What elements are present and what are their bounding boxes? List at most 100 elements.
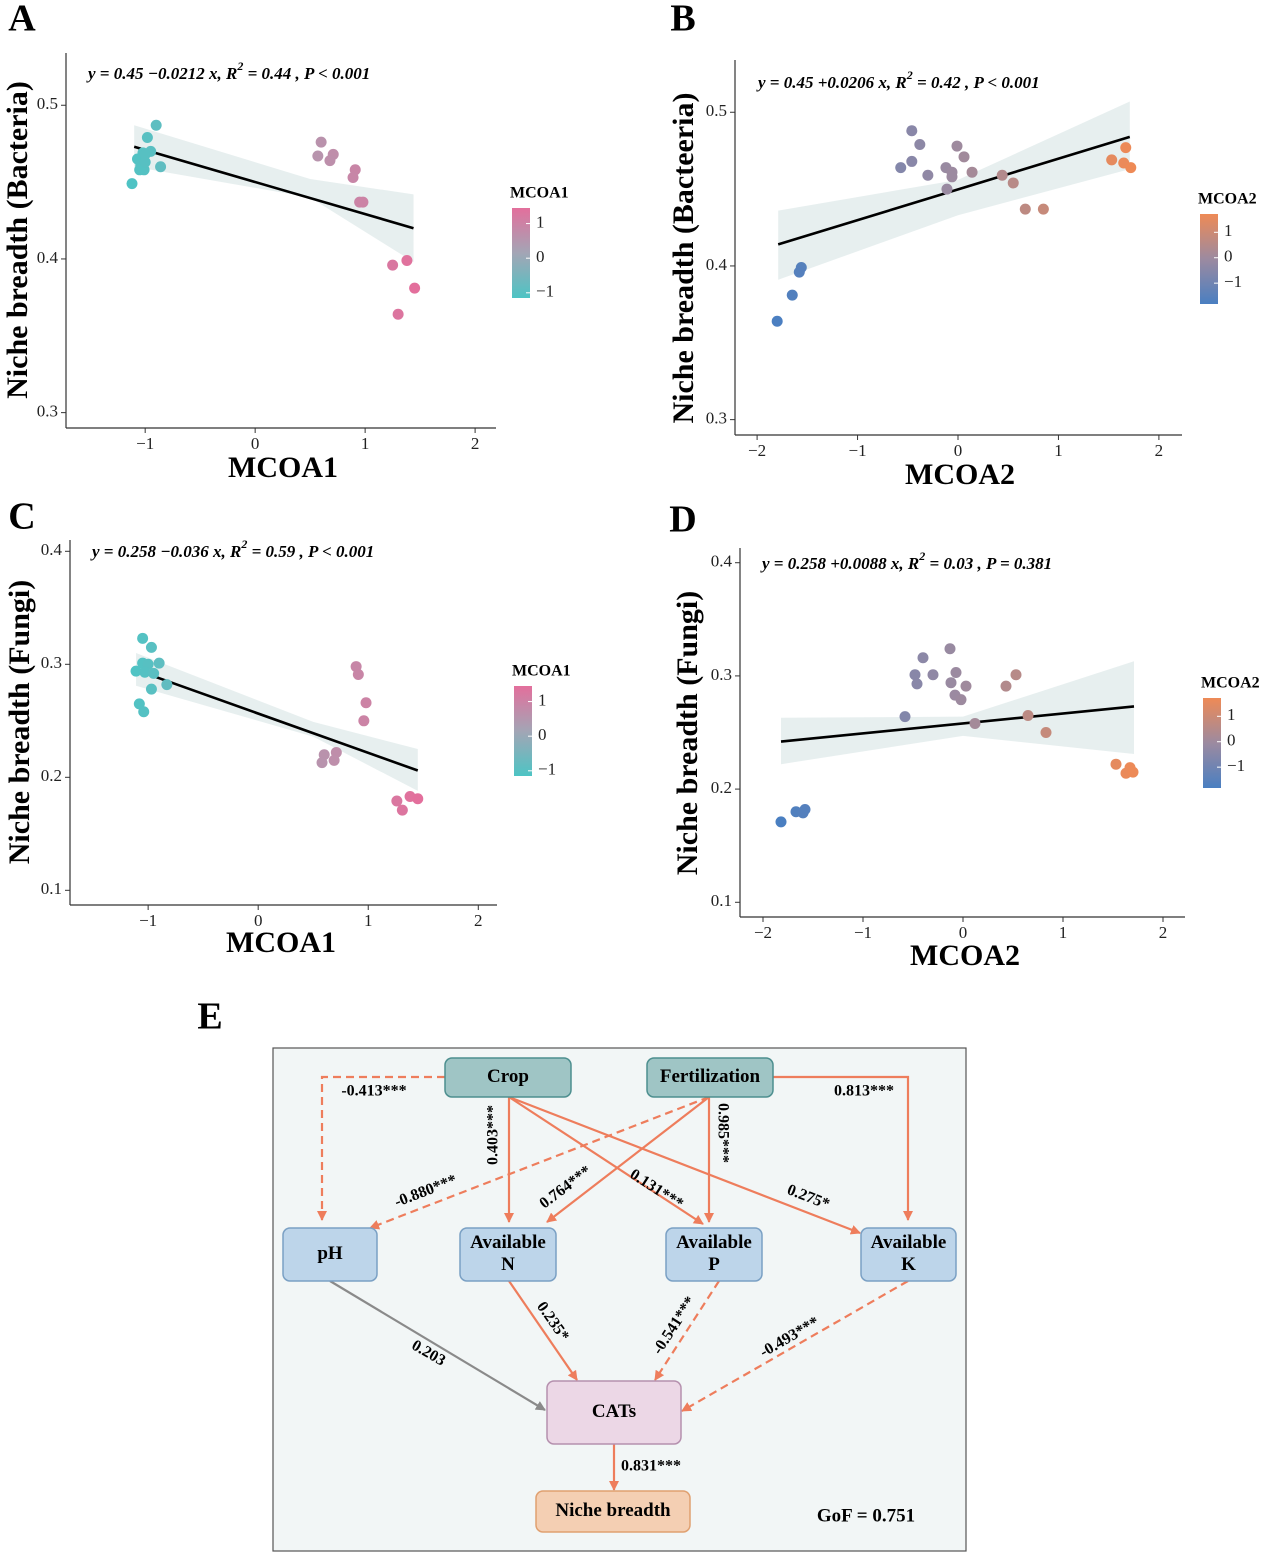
point [927, 669, 939, 681]
x-axis-title: MCOA2 [905, 458, 1015, 491]
point [352, 668, 364, 680]
point [324, 155, 336, 167]
confidence-band [136, 653, 418, 791]
equation-lhs: y = 0.45 −0.0212 x, R [86, 64, 237, 83]
y-tick-label: 0.2 [41, 766, 62, 785]
node-label: Available [871, 1232, 947, 1253]
point [775, 816, 787, 828]
point [141, 132, 153, 144]
point [1010, 669, 1022, 681]
point [145, 683, 157, 695]
fit-line [135, 668, 419, 772]
point [951, 140, 963, 152]
panel-label: B [670, 0, 695, 40]
colorbar-tick-label: 1 [1224, 221, 1233, 240]
point [150, 119, 162, 131]
y-tick-label: 0.3 [706, 409, 727, 428]
node-label: Niche breadth [555, 1500, 671, 1521]
point [960, 680, 972, 692]
colorbar-title: MCOA1 [510, 185, 569, 202]
x-tick-label: 1 [361, 434, 370, 453]
y-tick-label: 0.4 [711, 552, 733, 571]
fit-line [780, 705, 1135, 743]
point [391, 795, 403, 807]
colorbar-tick-label: 1 [1227, 705, 1236, 724]
point [137, 632, 149, 644]
fit-line [133, 145, 414, 230]
point [945, 677, 957, 689]
panel-label: A [8, 0, 36, 40]
colorbar [1200, 214, 1218, 304]
diagram-frame [272, 1047, 967, 1552]
colorbar-tick-label: −1 [536, 282, 554, 301]
point [148, 667, 160, 679]
point [944, 643, 956, 655]
point [909, 669, 921, 681]
point [153, 657, 165, 669]
point [412, 793, 424, 805]
colorbar-tick-label: −1 [1224, 272, 1242, 291]
point [914, 139, 926, 151]
node [665, 1227, 763, 1282]
equation-sup: 2 [918, 549, 925, 563]
x-tick-label: 2 [1159, 923, 1168, 942]
point [1007, 177, 1019, 189]
x-axis-title: MCOA2 [910, 939, 1020, 972]
point [1127, 766, 1139, 778]
point [161, 679, 173, 691]
equation: y = 0.45 −0.0212 x, R2 = 0.44 , P < 0.00… [86, 59, 370, 83]
colorbar-tick-label: 0 [1224, 247, 1233, 266]
point [312, 150, 324, 162]
x-tick-label: 0 [254, 911, 263, 930]
point [1120, 142, 1132, 154]
y-tick-label: 0.2 [711, 778, 732, 797]
gof: GoF = 0.751 [817, 1505, 915, 1526]
point [401, 254, 413, 266]
edge-label: -0.413*** [341, 1083, 406, 1100]
equation-lhs: y = 0.45 +0.0206 x, R [756, 73, 907, 92]
edge [508, 1096, 704, 1225]
x-tick-label: −2 [748, 441, 766, 460]
point [793, 266, 805, 278]
equation-rhs: = 0.42 , P < 0.001 [913, 73, 1040, 92]
point [134, 164, 146, 176]
colorbar-tick-label: 1 [536, 212, 545, 231]
point [917, 652, 929, 664]
point [396, 804, 408, 816]
equation: y = 0.258 −0.036 x, R2 = 0.59 , P < 0.00… [90, 537, 374, 561]
y-tick-label: 0.4 [37, 248, 59, 267]
colorbar [512, 208, 530, 298]
point [392, 308, 404, 320]
colorbar-title: MCOA1 [512, 663, 571, 680]
edge [508, 1280, 578, 1381]
colorbar-title: MCOA2 [1198, 191, 1257, 208]
point [139, 666, 151, 678]
point [130, 665, 142, 677]
point [139, 148, 151, 160]
equation-rhs: = 0.03 , P = 0.381 [925, 554, 1052, 573]
colorbar [1203, 698, 1221, 788]
x-tick-label: 0 [959, 923, 968, 942]
equation-sup: 2 [236, 59, 243, 73]
y-tick-label: 0.5 [37, 94, 58, 113]
point [1037, 203, 1049, 215]
equation: y = 0.45 +0.0206 x, R2 = 0.42 , P < 0.00… [756, 68, 1040, 92]
colorbar-title: MCOA2 [1201, 675, 1260, 692]
node [546, 1380, 682, 1445]
equation-lhs: y = 0.258 +0.0088 x, R [760, 554, 919, 573]
point [155, 161, 167, 173]
edge [369, 1095, 710, 1230]
point [316, 757, 328, 769]
point [911, 678, 923, 690]
point [1125, 162, 1137, 174]
point [1110, 758, 1122, 770]
node [282, 1227, 378, 1282]
node-label: P [708, 1254, 720, 1275]
edge-label: 0.985*** [714, 1103, 731, 1163]
point [358, 715, 370, 727]
edge [681, 1280, 909, 1412]
point [966, 166, 978, 178]
node-label: K [901, 1254, 916, 1275]
